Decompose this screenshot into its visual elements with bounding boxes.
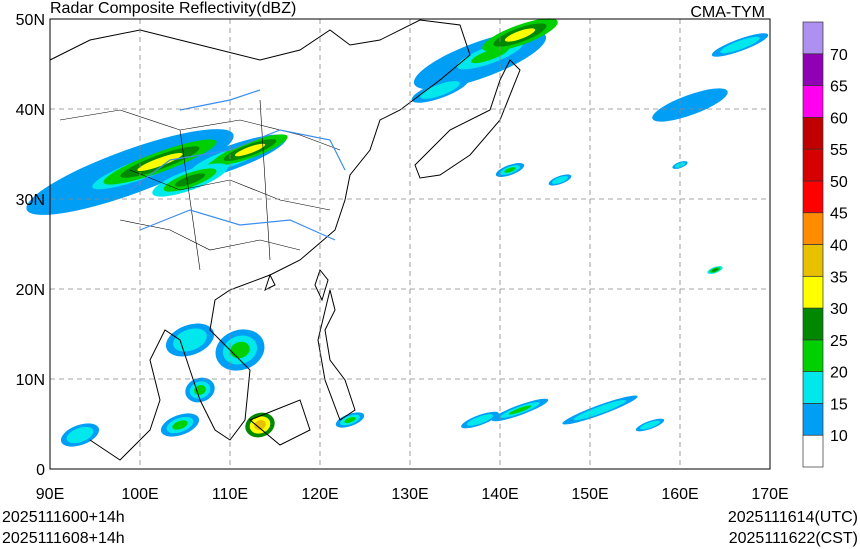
echo-cell (172, 420, 188, 430)
lon-tick-label: 150E (571, 486, 608, 503)
colorbar: 10 15 20 25 30 35 40 45 50 55 60 65 70 (802, 21, 848, 468)
echo-cell (137, 152, 183, 172)
init-time-utc: 2025111600+14h (2, 509, 125, 526)
colorbar-swatch (802, 85, 824, 118)
echo-cell (174, 173, 206, 187)
map-title: Radar Composite Reflectivity(dBZ) (50, 0, 297, 17)
lon-tick-label: 120E (301, 486, 338, 503)
colorbar-swatch (802, 339, 824, 372)
echo-cell (504, 28, 536, 42)
echo-cell (234, 143, 266, 157)
colorbar-label: 30 (830, 301, 848, 318)
colorbar-label: 20 (830, 365, 848, 382)
colorbar-swatch (802, 212, 824, 245)
lat-tick-label: 30N (16, 192, 45, 209)
lat-tick-label: 40N (16, 102, 45, 119)
colorbar-label: 15 (830, 396, 848, 413)
colorbar-label: 25 (830, 333, 848, 350)
colorbar-label: 10 (830, 428, 848, 445)
model-name: CMA-TYM (690, 4, 765, 21)
map-frame (49, 18, 771, 470)
colorbar-label: 40 (830, 238, 848, 255)
lat-tick-label: 50N (16, 12, 45, 29)
echo-cell (720, 36, 760, 54)
axis-ticks: 90E 100E 110E 120E 130E 140E 150E 160E 170E 0 10N 2… (16, 12, 789, 503)
colorbar-swatch (802, 180, 824, 214)
colorbar-label: 55 (830, 142, 848, 159)
colorbar-swatch (802, 307, 824, 341)
colorbar-label: 60 (830, 110, 848, 127)
colorbar-swatch (802, 275, 824, 309)
colorbar-label: 70 (830, 47, 848, 64)
echo-cell (552, 176, 568, 184)
valid-time-utc: 2025111614(UTC) (727, 509, 858, 526)
lon-tick-label: 100E (121, 486, 158, 503)
echo-cell (254, 420, 266, 430)
colorbar-swatch (802, 117, 824, 150)
gridlines (50, 19, 770, 469)
reflectivity-echoes (26, 18, 769, 447)
echo-cell (230, 341, 250, 359)
colorbar-label: 65 (830, 79, 848, 96)
valid-time-cst: 2025111622(CST) (728, 530, 858, 547)
colorbar-swatch (802, 53, 824, 86)
lon-tick-label: 90E (36, 486, 64, 503)
echo-cell (504, 167, 516, 173)
init-time-cst: 2025111608+14h (2, 530, 125, 547)
echo-cell (344, 416, 356, 424)
echo-cell (711, 268, 719, 272)
colorbar-label: 35 (830, 269, 848, 286)
colorbar-swatch (802, 148, 824, 182)
colorbar-swatch (802, 403, 824, 436)
lon-tick-label: 130E (391, 486, 428, 503)
colorbar-label: 45 (830, 206, 848, 223)
lat-tick-label: 0 (36, 462, 45, 479)
echo-cell (66, 426, 94, 444)
colorbar-swatch (802, 434, 824, 468)
echo-cell (508, 405, 532, 415)
coastlines (49, 19, 521, 461)
echo-cell (640, 420, 660, 430)
colorbar-label: 50 (830, 174, 848, 191)
echo-cell (471, 46, 509, 64)
echo-cell (420, 81, 460, 99)
lon-tick-label: 110E (212, 486, 248, 503)
echo-cell (466, 414, 494, 426)
lat-tick-label: 10N (16, 372, 45, 389)
colorbar-swatch (802, 244, 824, 277)
lat-tick-label: 20N (16, 282, 45, 299)
lon-tick-label: 160E (661, 486, 698, 503)
colorbar-swatch (802, 21, 824, 55)
lon-tick-label: 140E (481, 486, 518, 503)
province-borders (59, 99, 341, 271)
lon-tick-label: 170E (751, 486, 788, 503)
echo-cell (573, 399, 627, 421)
echo-cell (652, 88, 728, 122)
colorbar-swatch (802, 371, 824, 404)
